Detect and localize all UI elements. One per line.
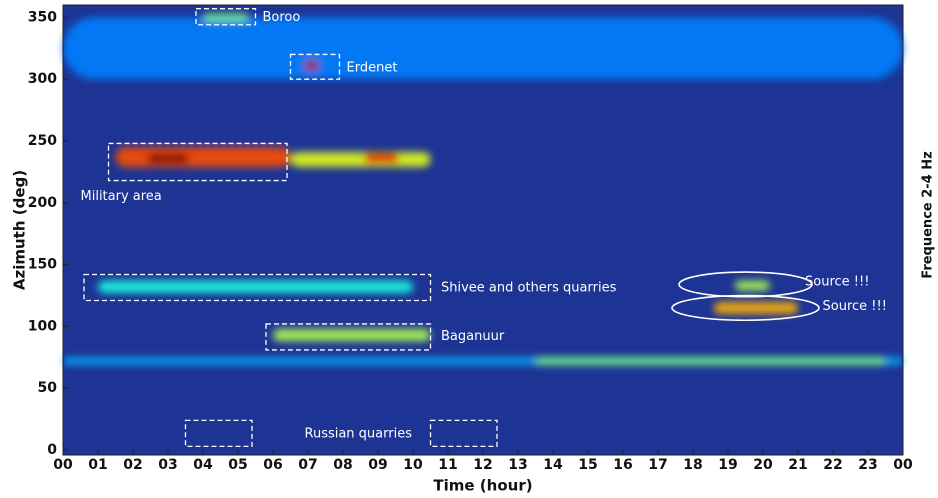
annotation-box xyxy=(289,53,341,80)
x-tick-label: 00 xyxy=(893,457,913,473)
x-tick-label: 07 xyxy=(298,457,317,473)
x-tick-label: 00 xyxy=(53,457,73,473)
annotation-box xyxy=(184,419,253,447)
y-tick-label: 150 xyxy=(28,257,57,273)
x-tick-label: 01 xyxy=(88,457,107,473)
annotation-label: Boroo xyxy=(263,10,301,25)
x-tick-label: 08 xyxy=(333,457,352,473)
x-tick-label: 23 xyxy=(858,457,877,473)
hotspot xyxy=(714,301,798,315)
y-tick-label: 0 xyxy=(47,442,57,458)
x-tick-label: 21 xyxy=(788,457,807,473)
hotspot xyxy=(735,280,770,291)
x-tick-label: 06 xyxy=(263,457,282,473)
y-tick-label: 350 xyxy=(28,9,57,25)
annotation-label: Source !!! xyxy=(805,274,869,289)
annotation-label: Source !!! xyxy=(823,299,887,314)
x-tick-label: 10 xyxy=(403,457,423,473)
x-tick-label: 19 xyxy=(718,457,737,473)
x-tick-label: 14 xyxy=(543,457,563,473)
annotation-box xyxy=(107,142,288,182)
y-tick-label: 50 xyxy=(38,380,58,396)
x-tick-label: 22 xyxy=(823,457,842,473)
hotspot xyxy=(115,147,291,167)
hotspot xyxy=(290,152,431,167)
hotspot xyxy=(63,17,903,80)
x-tick-label: 12 xyxy=(473,457,492,473)
annotation-ellipse xyxy=(678,271,813,298)
x-tick-label: 03 xyxy=(158,457,177,473)
y-tick-label: 100 xyxy=(28,318,57,334)
x-tick-label: 20 xyxy=(753,457,773,473)
hotspot xyxy=(147,153,189,164)
annotation-label: Military area xyxy=(81,189,162,204)
x-tick-label: 18 xyxy=(683,457,702,473)
hotspot xyxy=(364,153,399,164)
x-tick-label: 05 xyxy=(228,457,247,473)
x-tick-label: 11 xyxy=(438,457,457,473)
annotation-label: Erdenet xyxy=(347,61,398,76)
x-axis-label: Time (hour) xyxy=(433,477,532,495)
annotation-box xyxy=(83,273,432,302)
annotation-label: Russian quarries xyxy=(305,426,413,441)
y-axis-label: Azimuth (deg) xyxy=(11,170,29,290)
y-tick-label: 300 xyxy=(28,71,57,87)
annotation-box xyxy=(265,323,432,351)
hotspot xyxy=(273,328,431,342)
x-tick-label: 17 xyxy=(648,457,667,473)
y-tick-label: 250 xyxy=(28,133,57,149)
annotation-box xyxy=(429,419,498,447)
annotation-label: Baganuur xyxy=(441,329,505,344)
heat-layer xyxy=(63,13,903,365)
hotspot xyxy=(203,13,249,22)
x-tick-label: 09 xyxy=(368,457,387,473)
annotation-ellipse xyxy=(671,294,820,322)
annotation-label: Shivee and others quarries xyxy=(441,281,617,296)
x-tick-label: 13 xyxy=(508,457,527,473)
hotspot xyxy=(535,357,886,365)
plot-background xyxy=(63,5,903,455)
y-tick-label: 200 xyxy=(28,195,57,211)
hotspot xyxy=(304,60,319,71)
x-tick-label: 02 xyxy=(123,457,142,473)
x-tick-label: 15 xyxy=(578,457,597,473)
hotspot xyxy=(98,280,413,294)
annotation-box xyxy=(195,8,257,26)
x-tick-label: 04 xyxy=(193,457,213,473)
side-label: Frequence 2-4 Hz xyxy=(921,151,936,278)
x-tick-label: 16 xyxy=(613,457,632,473)
